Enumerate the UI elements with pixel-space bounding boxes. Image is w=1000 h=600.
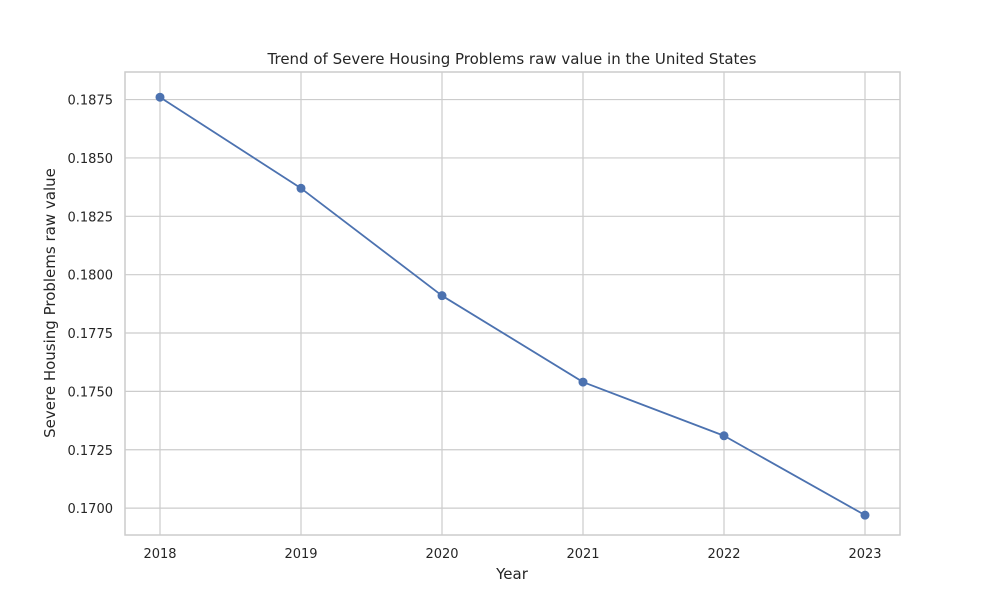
x-tick-label: 2023 bbox=[848, 547, 881, 562]
data-point bbox=[719, 431, 729, 441]
series-line bbox=[159, 96, 866, 516]
tick-labels: 2018 2019 2020 2021 2022 2023 0.1700 0.1725 0.17… bbox=[68, 94, 882, 562]
grid-layer bbox=[125, 72, 900, 535]
y-tick-label: 0.1875 bbox=[68, 94, 114, 109]
data-point bbox=[296, 183, 306, 193]
data-point bbox=[860, 510, 870, 520]
chart-title: Trend of Severe Housing Problems raw val… bbox=[267, 50, 757, 68]
x-tick-label: 2022 bbox=[707, 547, 740, 562]
data-point bbox=[437, 291, 447, 301]
plot-frame bbox=[124, 71, 901, 536]
x-tick-label: 2020 bbox=[425, 547, 458, 562]
x-tick-label: 2018 bbox=[143, 547, 176, 562]
y-tick-label: 0.1725 bbox=[68, 444, 114, 459]
y-tick-label: 0.1850 bbox=[68, 152, 114, 167]
series-layer bbox=[155, 92, 870, 520]
x-axis-label: Year bbox=[495, 565, 529, 583]
x-tick-label: 2021 bbox=[566, 547, 599, 562]
y-tick-label: 0.1825 bbox=[68, 210, 114, 225]
data-point bbox=[155, 92, 165, 102]
y-tick-label: 0.1750 bbox=[68, 385, 114, 400]
y-axis-label: Severe Housing Problems raw value bbox=[41, 168, 59, 438]
y-tick-label: 0.1800 bbox=[68, 269, 114, 284]
y-tick-label: 0.1775 bbox=[68, 327, 114, 342]
data-point bbox=[578, 377, 588, 387]
x-tick-label: 2019 bbox=[284, 547, 317, 562]
y-tick-label: 0.1700 bbox=[68, 502, 114, 517]
